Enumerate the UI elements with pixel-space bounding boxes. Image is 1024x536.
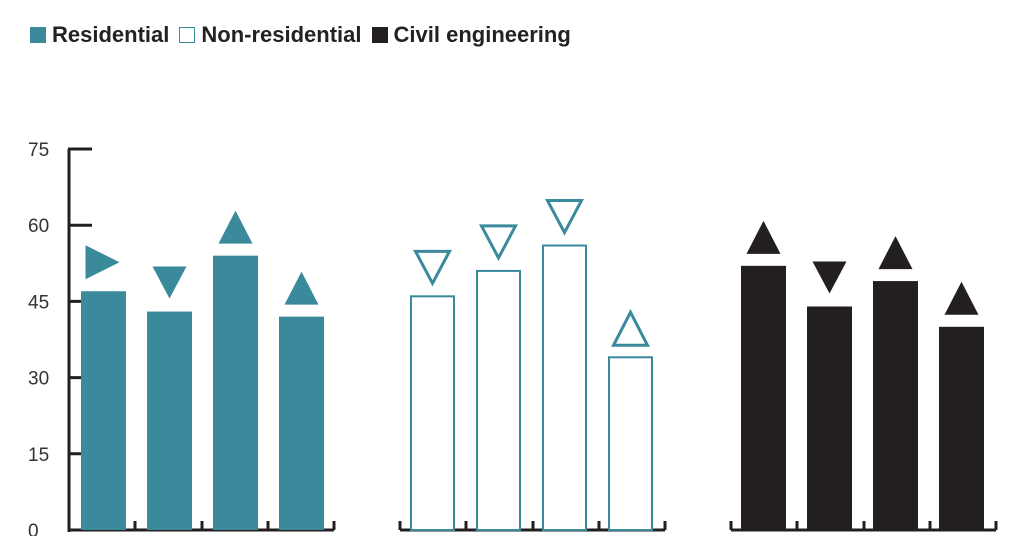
legend-label-non-residential: Non-residential [201,22,362,47]
legend-label-residential: Residential [52,22,170,47]
marker-up-civil-engineering-1 [746,220,781,254]
marker-up-civil-engineering-3 [878,236,913,270]
bar-non-residential-2 [476,269,521,531]
legend: Residential Non-residential Civil engine… [30,22,581,48]
legend-item-residential: Residential [30,22,169,48]
y-tick-label-60: 60 [28,216,49,237]
legend-label-civil-engineering: Civil engineering [393,22,571,47]
y-tick-label-15: 15 [28,445,49,466]
marker-down-non-residential-2 [479,224,518,262]
marker-right-residential-1 [85,245,120,280]
marker-down-non-residential-1 [413,249,452,287]
legend-item-non-residential: Non-residential [179,22,362,48]
y-tick-label-0: 0 [28,521,39,536]
bar-residential-1 [81,291,126,530]
y-tick-label-30: 30 [28,369,49,390]
bar-non-residential-1 [410,295,455,531]
marker-up-non-residential-4 [611,309,650,347]
bar-residential-4 [279,316,324,530]
bar-civil-engineering-3 [873,281,918,530]
bar-civil-engineering-4 [939,326,984,530]
bar-non-residential-4 [608,356,653,531]
marker-down-residential-2 [152,266,187,299]
y-tick-label-45: 45 [28,292,49,313]
legend-swatch-non-residential [179,27,196,43]
marker-up-civil-engineering-4 [944,281,979,315]
marker-down-non-residential-3 [545,199,584,236]
bar-residential-3 [213,255,258,530]
legend-swatch-residential [30,27,46,43]
legend-item-civil-engineering: Civil engineering [371,22,571,48]
marker-up-residential-4 [284,271,319,305]
legend-swatch-civil-engineering [371,27,388,43]
bar-civil-engineering-1 [741,265,786,530]
y-tick-label-75: 75 [28,140,49,161]
bar-non-residential-3 [542,244,587,532]
bar-civil-engineering-2 [807,306,852,530]
bar-residential-2 [147,311,192,530]
marker-up-residential-3 [218,210,253,244]
marker-down-civil-engineering-2 [812,261,847,294]
